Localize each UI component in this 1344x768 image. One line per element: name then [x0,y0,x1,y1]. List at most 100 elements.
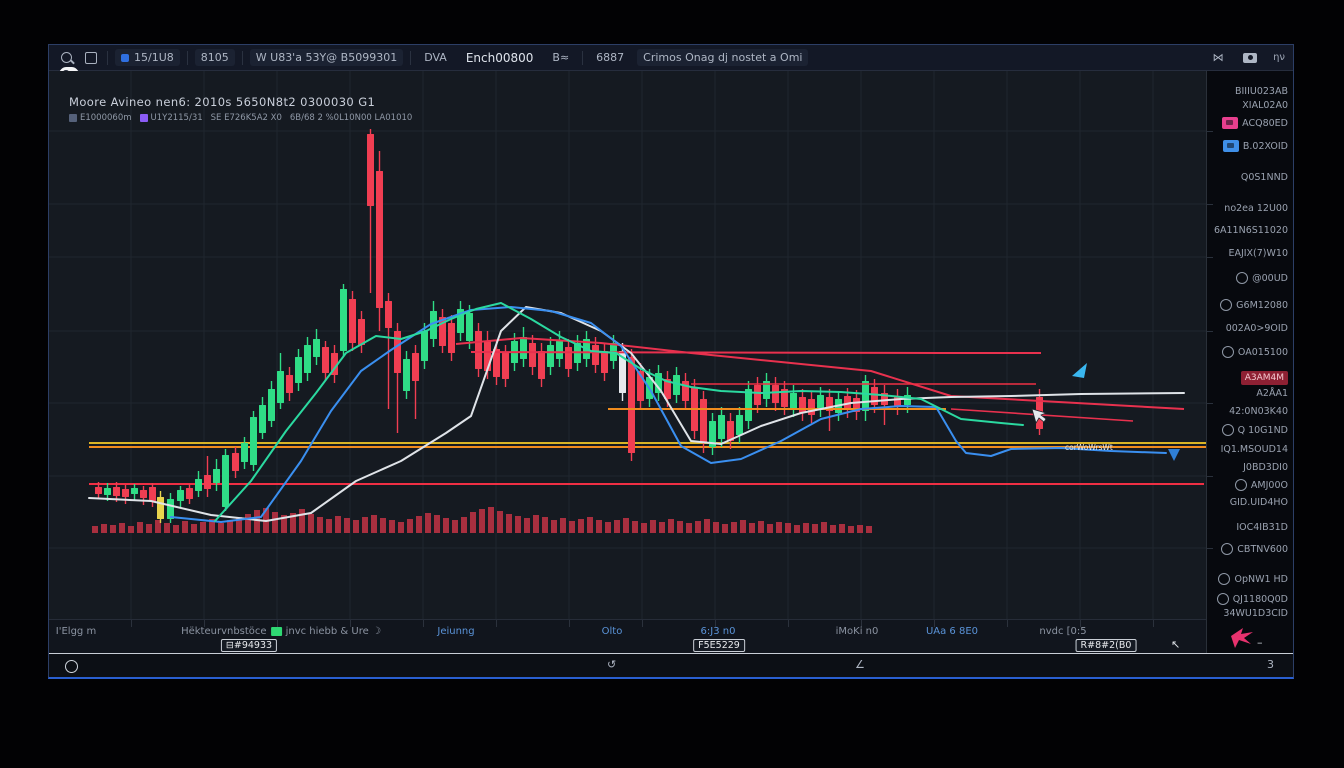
axis-circle-icon [1220,299,1233,311]
candle-body [745,389,752,421]
price-tag-label: A3AM4M [1240,371,1288,385]
toolbar-separator [241,50,243,65]
volume-bar [470,512,476,533]
candle-body [167,499,174,519]
volume-bar [614,520,620,533]
candle-body [682,381,689,401]
price-axis-label: GID.UID4HO [1229,496,1288,508]
volume-bar [587,517,593,533]
volume-bar [857,525,863,533]
axis-tick [204,620,205,627]
volume-bar [200,522,206,533]
toolbar-item[interactable]: Crimos Onag dj nostet a Omi [637,49,809,66]
axis-circle-icon [1236,272,1249,284]
volume-bar [209,519,215,533]
candle-body [259,405,266,433]
volume-bar [731,522,737,533]
price-axis-label: A2ÅA1 [1256,387,1288,399]
candle-body [547,345,554,367]
axis-tick [1007,620,1008,627]
ma_green-line [214,302,1024,522]
volume-bar [119,523,125,533]
volume-bar [110,525,116,533]
toolbar-right-group: ⋈ ην [1209,50,1285,66]
axis-tick [277,620,278,627]
volume-bar [686,523,692,533]
time-axis[interactable]: – I'Elgg m Hëkteurvnbstöce jnvc hiebb & Ur… [49,619,1263,654]
candle-body [286,375,293,393]
volume-bar [488,507,494,533]
toolbar-item[interactable]: B≈ [552,51,570,64]
volume-bar [740,520,746,533]
candle-body [277,371,284,403]
candle-body [673,375,680,395]
price-axis-label: Q0S1NND [1240,171,1288,183]
volume-bar [515,516,521,533]
candle-body [421,331,428,361]
bottom-status-bar[interactable]: ↺ ∠ 3 [49,653,1293,677]
price-axis-label: 34WU1D3CID [1223,607,1288,619]
candle-body [340,289,347,351]
refresh-glyph[interactable]: ↺ [607,658,617,671]
camera-icon[interactable] [1241,50,1259,66]
axis-tick [1207,331,1213,332]
legend-chip: E1000060m [69,113,132,123]
axis-circle-icon [1221,543,1234,555]
circle-icon[interactable] [65,660,78,673]
candle-body [213,469,220,483]
axis-tick [1080,620,1081,627]
volume-bar [380,518,386,533]
candle-body [502,353,509,379]
candlestick-chart-canvas[interactable]: corWoWrsWt [49,71,1206,619]
top-toolbar: 15/1U8 8105 W U83'a 53Y@ B5099301 DVA Ench00… [49,45,1293,71]
toolbar-item[interactable]: DVA [424,51,447,64]
candle-body [781,389,788,407]
toolbar-item[interactable]: 15/1U8 [115,49,180,66]
axis-tick [350,620,351,627]
expand-icon[interactable]: ⋈ [1212,51,1224,64]
volume-bar [416,516,422,533]
toolbar-item[interactable]: Ench00800 [465,50,534,65]
toolbar-item[interactable]: 8105 [194,49,235,66]
axis-tick [1153,620,1154,627]
axis-tick [715,620,716,627]
toolbar-item[interactable]: 6887 [596,51,625,64]
candle-body [232,453,239,471]
volume-bar [137,522,143,533]
candle-body [664,379,671,399]
price-axis-label: IQ1.MSOUD14 [1220,443,1288,455]
legend-chip: SE E726K5A2 X0 [210,113,282,123]
price-axis-label: 002A0>9OID [1225,322,1288,334]
layout-icon[interactable] [82,50,100,66]
volume-bar [290,513,296,533]
candle-body [727,421,734,441]
volume-bar [533,515,539,533]
candle-body [157,497,164,519]
axis-tick [642,620,643,627]
volume-bar [236,517,242,533]
candle-body [358,319,365,345]
pink-arrow-icon [1231,628,1253,648]
volume-bar [218,523,224,533]
search-icon[interactable] [57,50,75,66]
line-label-text: corWoWrsWt [1065,443,1113,452]
candle-body [700,399,707,443]
volume-bar [425,513,431,533]
toolbar-items: 15/1U8 8105 W U83'a 53Y@ B5099301 DVA Ench00… [115,49,809,67]
time-axis-label: I'Elgg m [55,626,97,637]
axis-tick [1207,403,1213,404]
volume-bar [839,524,845,533]
volume-bar [164,523,170,533]
price-axis-label: ACQ80ED [1222,116,1288,130]
toolbar-item[interactable]: W U83'a 53Y@ B5099301 [249,49,404,66]
price-axis[interactable]: BIIIU023AB XIAL02A0 ACQ80ED B.02XOID Q0S1NND… [1206,71,1293,653]
chart-legend: Moore Avineo nen6: 2010s 5650N8t2 030003… [69,95,412,123]
volume-bar [560,518,566,533]
volume-bar [623,518,629,533]
time-axis-label: Jeiunng [437,626,475,637]
candle-body [149,487,156,501]
volume-bar [830,525,836,533]
axis-tick [934,620,935,627]
legend-chip: 6B/68 2 %0L10N00 LA01010 [289,113,413,123]
axis-circle-icon [1218,573,1231,585]
